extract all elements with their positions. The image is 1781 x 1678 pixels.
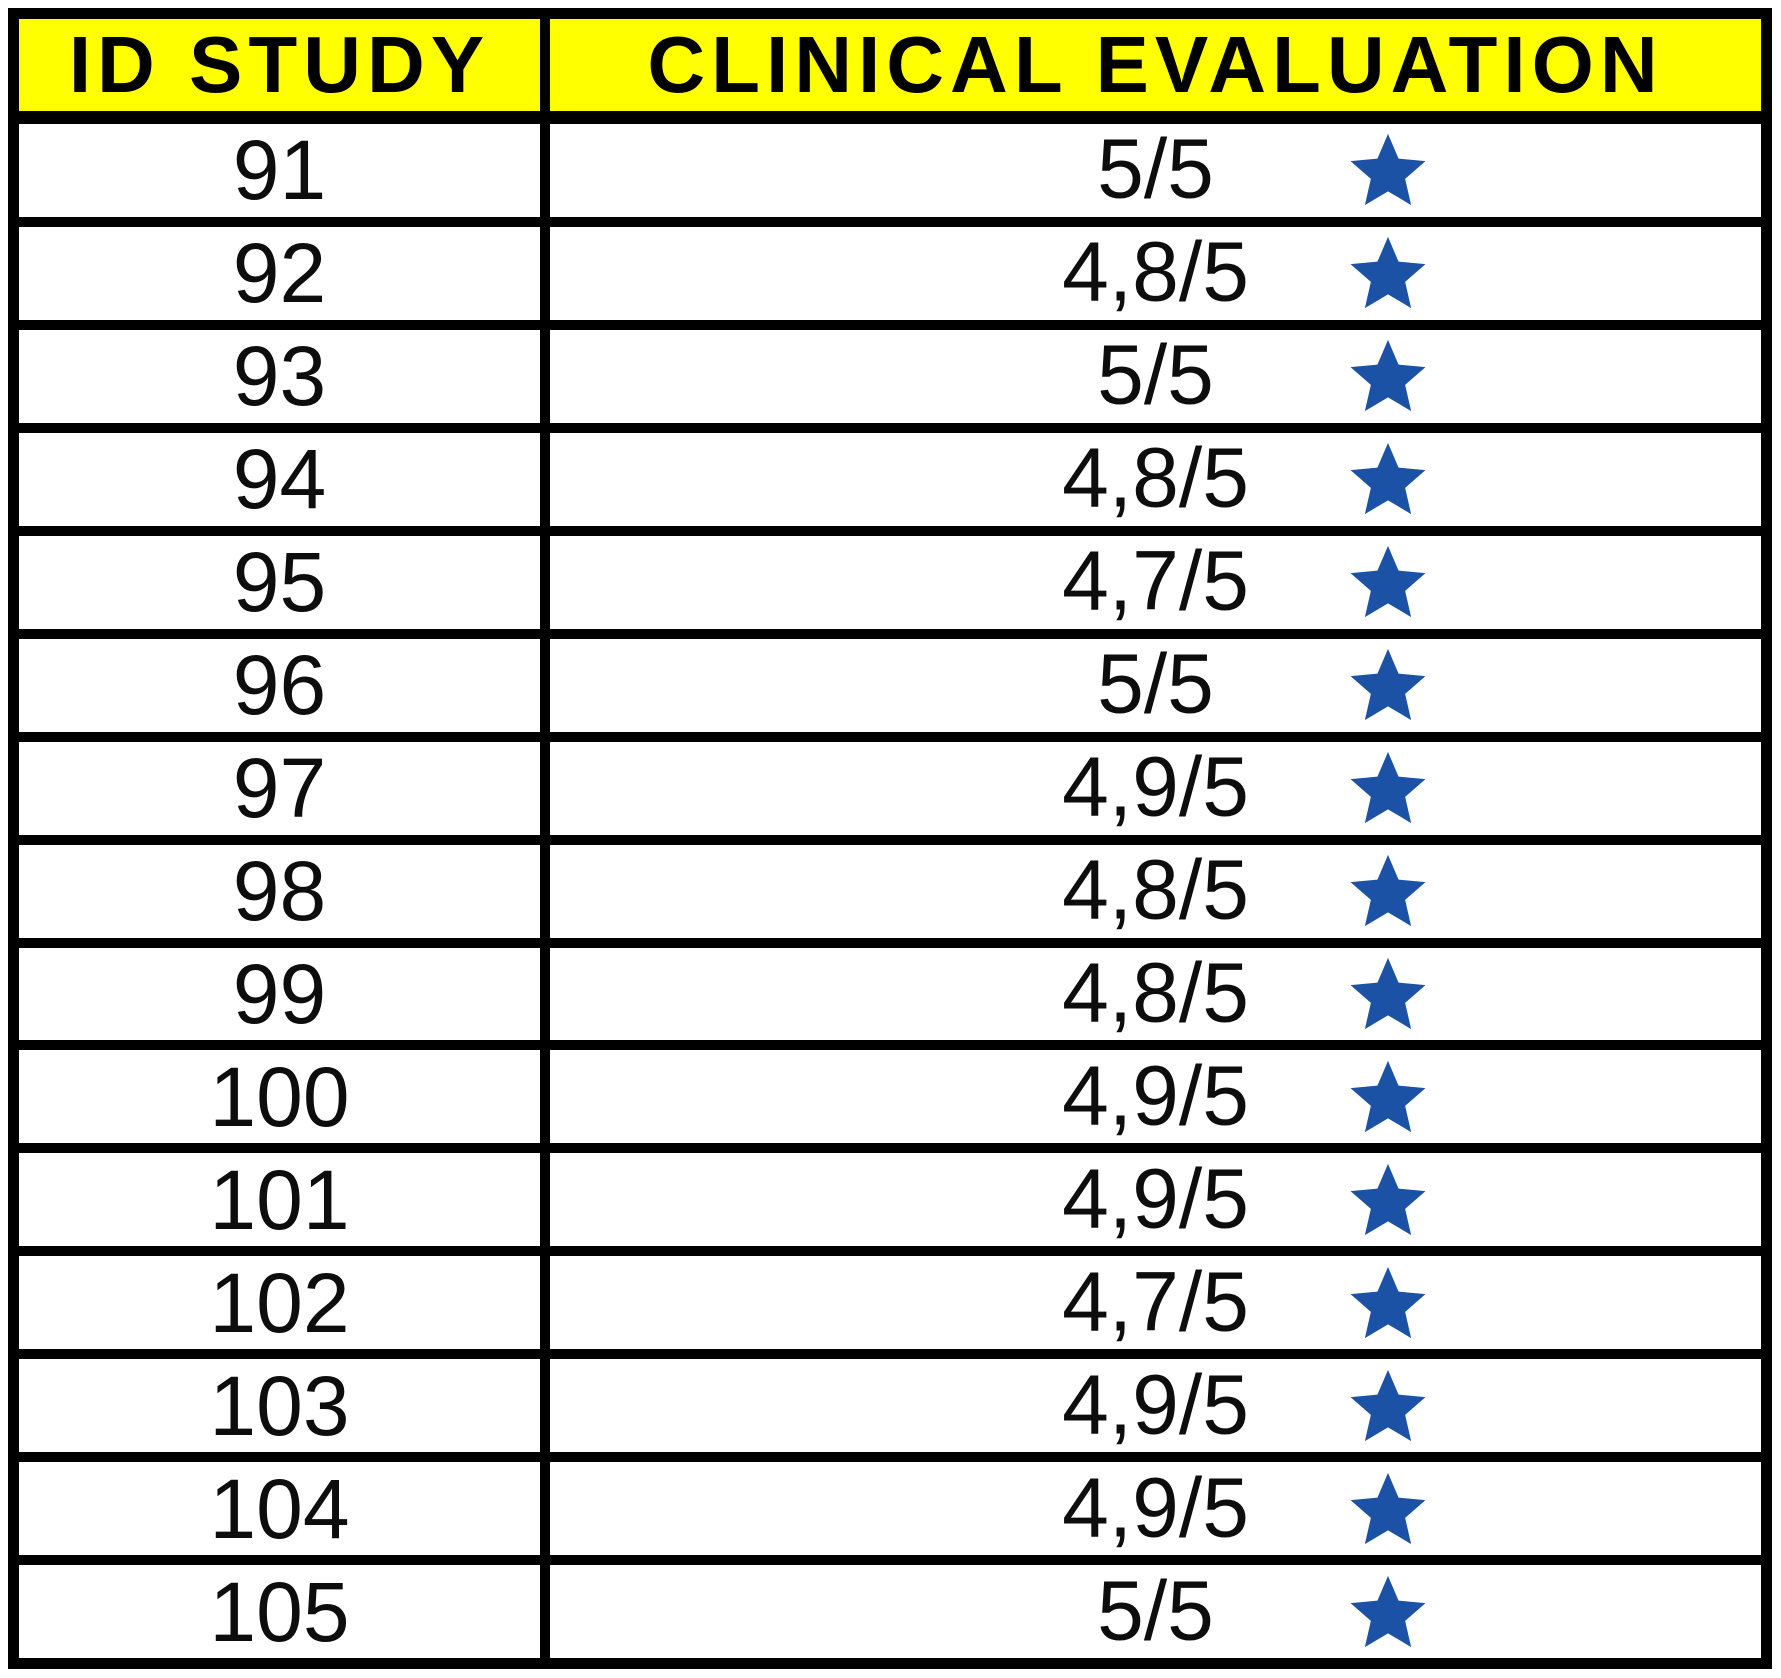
study-id: 102 [19,1256,550,1350]
evaluation-score: 4,7/5 [1062,533,1249,628]
study-id: 105 [19,1565,550,1659]
evaluation-cell: 5/5 [550,124,1761,217]
study-id: 92 [19,226,550,320]
evaluation-cell: 5/5 [550,639,1761,732]
evaluation-cell: 4,8/5 [550,948,1761,1041]
star-icon [1347,338,1429,414]
evaluation-score: 4,8/5 [1062,430,1249,525]
clinical-evaluation-table: ID STUDY CLINICAL EVALUATION 91 5/5 92 4… [8,8,1772,1669]
table-row: 103 4,9/5 [19,1359,1761,1463]
study-id: 93 [19,329,550,423]
table-row: 101 4,9/5 [19,1153,1761,1257]
evaluation-score: 5/5 [1097,327,1214,422]
table-row: 92 4,8/5 [19,226,1761,330]
table-row: 100 4,9/5 [19,1050,1761,1154]
evaluation-score: 4,8/5 [1062,842,1249,937]
star-icon [1347,750,1429,826]
study-id: 100 [19,1050,550,1144]
evaluation-cell: 4,8/5 [550,845,1761,938]
evaluation-score: 4,9/5 [1062,1459,1249,1554]
study-id: 91 [19,124,550,217]
star-icon [1347,1471,1429,1547]
star-icon [1347,1368,1429,1444]
table-row: 97 4,9/5 [19,741,1761,845]
evaluation-score: 5/5 [1097,1562,1214,1657]
study-id: 95 [19,535,550,629]
evaluation-cell: 4,9/5 [550,742,1761,835]
evaluation-cell: 4,8/5 [550,433,1761,526]
evaluation-cell: 4,7/5 [550,1256,1761,1349]
study-id: 101 [19,1153,550,1247]
table-header-row: ID STUDY CLINICAL EVALUATION [19,19,1761,124]
star-icon [1347,853,1429,929]
table-row: 95 4,7/5 [19,535,1761,639]
star-icon [1347,1265,1429,1341]
evaluation-score: 4,9/5 [1062,1357,1249,1452]
study-id: 99 [19,947,550,1041]
evaluation-score: 4,7/5 [1062,1254,1249,1349]
star-icon [1347,647,1429,723]
column-header-id-study: ID STUDY [19,19,550,111]
study-id: 97 [19,741,550,835]
table-row: 98 4,8/5 [19,844,1761,948]
star-icon [1347,956,1429,1032]
table-row: 104 4,9/5 [19,1462,1761,1566]
star-icon [1347,1059,1429,1135]
evaluation-cell: 4,8/5 [550,227,1761,320]
table-row: 105 5/5 [19,1565,1761,1659]
evaluation-cell: 4,9/5 [550,1462,1761,1555]
study-id: 96 [19,638,550,732]
star-icon [1347,235,1429,311]
evaluation-score: 4,8/5 [1062,945,1249,1040]
star-icon [1347,544,1429,620]
star-icon [1347,441,1429,517]
evaluation-cell: 4,9/5 [550,1050,1761,1143]
study-id: 98 [19,844,550,938]
evaluation-score: 5/5 [1097,121,1214,216]
study-id: 103 [19,1359,550,1453]
evaluation-score: 4,9/5 [1062,1048,1249,1143]
study-id: 104 [19,1462,550,1556]
evaluation-score: 4,9/5 [1062,739,1249,834]
table-row: 94 4,8/5 [19,432,1761,536]
table-row: 93 5/5 [19,329,1761,433]
table-row: 96 5/5 [19,638,1761,742]
column-header-clinical-evaluation: CLINICAL EVALUATION [647,20,1664,109]
evaluation-score: 4,9/5 [1062,1151,1249,1246]
table-row: 99 4,8/5 [19,947,1761,1051]
star-icon [1347,1162,1429,1238]
evaluation-score: 4,8/5 [1062,224,1249,319]
evaluation-score: 5/5 [1097,636,1214,731]
evaluation-cell: 5/5 [550,1565,1761,1658]
evaluation-cell: 5/5 [550,330,1761,423]
study-id: 94 [19,432,550,526]
star-icon [1347,1574,1429,1650]
table-row: 102 4,7/5 [19,1256,1761,1360]
star-icon [1347,132,1429,208]
evaluation-cell: 4,9/5 [550,1153,1761,1246]
evaluation-cell: 4,9/5 [550,1359,1761,1452]
evaluation-cell: 4,7/5 [550,536,1761,629]
table-row: 91 5/5 [19,124,1761,227]
